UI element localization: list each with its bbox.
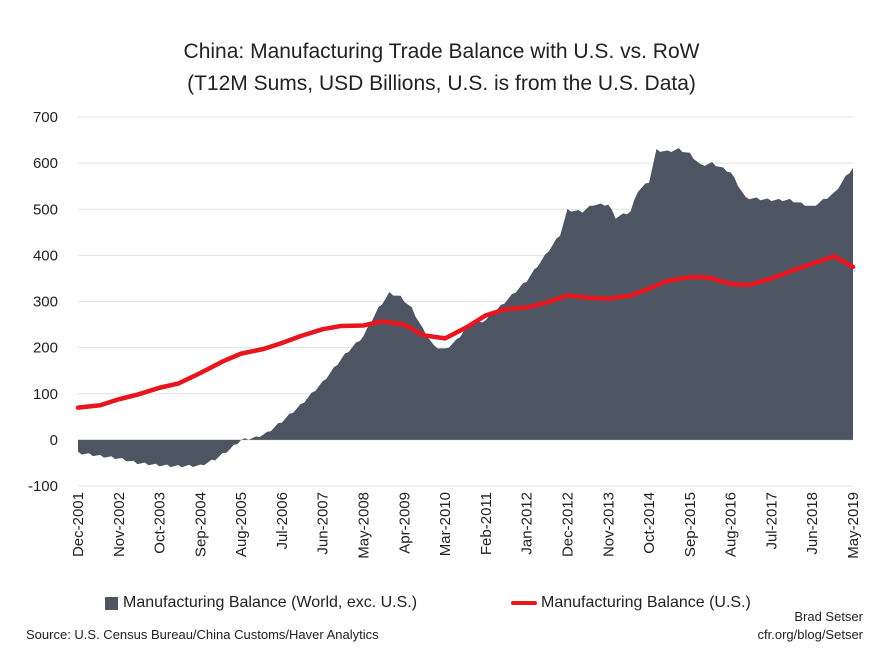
legend-swatch-world	[105, 596, 118, 610]
x-tick-label: Dec-2001	[70, 492, 87, 557]
x-tick-label: Apr-2009	[396, 492, 413, 554]
y-tick-label: 600	[33, 155, 58, 172]
legend-swatch-us	[511, 601, 537, 605]
x-tick-label: Nov-2013	[600, 492, 617, 557]
legend-item-world: Manufacturing Balance (World, exc. U.S.)	[105, 594, 417, 612]
x-tick-label: May-2008	[356, 492, 373, 559]
x-tick-label: Oct-2014	[641, 492, 658, 554]
legend-label-us: Manufacturing Balance (U.S.)	[541, 594, 751, 611]
x-tick-label: Jan-2012	[519, 492, 536, 555]
x-tick-label: Sep-2004	[192, 492, 209, 557]
legend-label-world: Manufacturing Balance (World, exc. U.S.)	[123, 594, 418, 611]
x-tick-label: Jul-2017	[763, 492, 780, 550]
y-tick-label: 300	[33, 294, 58, 311]
credit-url: cfr.org/blog/Setser	[757, 627, 864, 642]
x-tick-label: Sep-2015	[682, 492, 699, 557]
us-balance-polyline	[75, 254, 856, 410]
y-tick-label: -100	[28, 478, 58, 495]
credit-author: Brad Setser	[794, 609, 863, 624]
x-tick-label: Aug-2016	[723, 492, 740, 557]
y-tick-label: 200	[33, 340, 58, 357]
x-tick-label: Nov-2002	[111, 492, 128, 557]
x-tick-label: Jun-2018	[804, 492, 821, 555]
x-tick-label: Jul-2006	[274, 492, 291, 550]
x-tick-label: Mar-2010	[437, 492, 454, 556]
chart-subtitle: (T12M Sums, USD Billions, U.S. is from t…	[187, 72, 696, 95]
x-tick-label: Oct-2003	[152, 492, 169, 554]
x-tick-label: Feb-2011	[478, 492, 495, 555]
legend-item-us: Manufacturing Balance (U.S.)	[511, 594, 751, 612]
x-tick-label: May-2019	[845, 492, 862, 559]
y-tick-label: 500	[33, 201, 58, 218]
chart-title: China: Manufacturing Trade Balance with …	[183, 40, 700, 63]
x-tick-label: Aug-2005	[233, 492, 250, 557]
chart-svg: 700 600 500 400 300 200 100 0 -100 Dec-2001 Nov-2…	[28, 109, 862, 559]
y-tick-label: 100	[33, 386, 58, 403]
y-tick-label: 0	[50, 432, 58, 449]
source-note: Source: U.S. Census Bureau/China Customs…	[26, 627, 379, 642]
world-balance-fill	[78, 148, 853, 468]
y-axis-ticks: 700 600 500 400 300 200 100 0 -100	[28, 109, 58, 495]
x-tick-label: Dec-2012	[560, 492, 577, 557]
x-tick-label: Jun-2007	[315, 492, 332, 555]
y-tick-label: 700	[33, 109, 58, 126]
us-balance-line	[75, 254, 856, 410]
y-tick-label: 400	[33, 247, 58, 264]
world-balance-area	[78, 148, 853, 468]
x-axis-ticks: Dec-2001 Nov-2002 Oct-2003 Sep-2004 Aug-2005…	[70, 492, 862, 559]
